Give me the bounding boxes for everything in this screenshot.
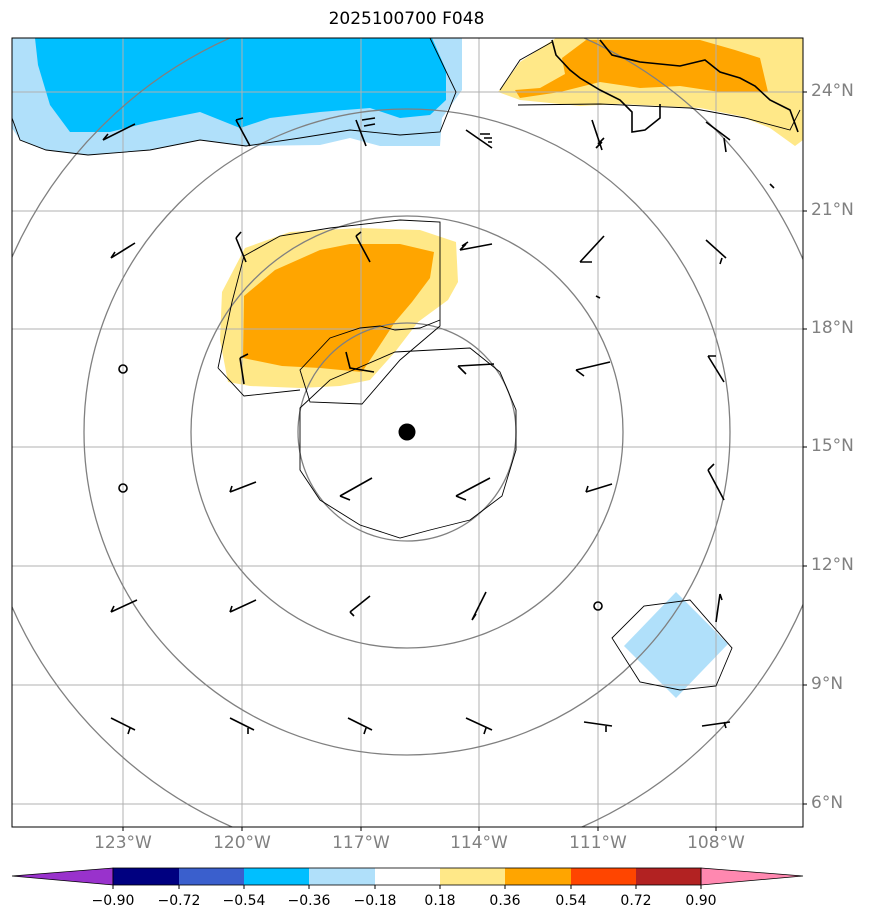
lat-label-6n: 6°N (811, 793, 844, 813)
lat-label-24n: 24°N (811, 81, 854, 101)
colorbar-tick-label: −0.90 (91, 893, 135, 909)
coastlines (551, 39, 799, 299)
map-title: 2025100700 F048 (328, 9, 485, 29)
colorbar-tick-label: −0.36 (287, 893, 331, 909)
calm-markers (118, 364, 603, 611)
storm-center-dot (398, 423, 416, 441)
colorbar-bin (179, 868, 244, 885)
wind-barbs (102, 117, 731, 735)
colorbar-tick-label: 0.36 (489, 893, 521, 909)
range-ring-2 (190, 215, 624, 649)
lon-label-120w: 120°W (213, 833, 271, 853)
mainland-coast (599, 39, 799, 133)
colorbar-bin (440, 868, 505, 885)
colorbar-tick-label: −0.18 (353, 893, 397, 909)
colorbar-tick-label: −0.54 (222, 893, 266, 909)
lon-label-108w: 108°W (687, 833, 745, 853)
lat-label-21n: 21°N (811, 200, 854, 220)
lon-label-123w: 123°W (94, 833, 152, 853)
contour-interior-1 (299, 347, 517, 539)
neg-anomaly-southeast (624, 592, 728, 698)
lon-label-111w: 111°W (569, 833, 627, 853)
colorbar (11, 867, 804, 889)
calm-marker (118, 483, 128, 493)
colorbar-bin (636, 868, 701, 885)
colorbar-bin (375, 868, 440, 885)
colorbar-bin (244, 868, 309, 885)
contour-northeast (499, 41, 801, 131)
colorbar-tick-label: 0.54 (555, 893, 587, 909)
lat-label-12n: 12°N (811, 555, 854, 575)
colorbar-bin (113, 868, 179, 885)
colorbar-bin (571, 868, 636, 885)
calm-marker (593, 601, 603, 611)
contour-southeast (611, 599, 733, 691)
calm-marker (118, 364, 128, 374)
lon-label-117w: 117°W (332, 833, 390, 853)
contour-center (217, 219, 441, 405)
contour-northwest (12, 38, 457, 156)
colorbar-over-arrow (700, 867, 804, 886)
colorbar-tick-label: 0.18 (424, 893, 456, 909)
gridlines (12, 38, 803, 827)
range-ring-3 (83, 108, 731, 756)
map-panel (12, 38, 803, 827)
colorbar-tick-label: −0.72 (157, 893, 201, 909)
lat-label-9n: 9°N (811, 674, 844, 694)
lat-label-18n: 18°N (811, 318, 854, 338)
islet-2 (595, 295, 601, 299)
baja-coast (551, 39, 661, 133)
neg-anomaly-northwest-inner (35, 38, 446, 132)
pos-anomaly-center-inner (243, 244, 434, 372)
colorbar-bin (309, 868, 375, 885)
lon-label-114w: 114°W (450, 833, 508, 853)
colorbar-under-arrow (11, 867, 114, 886)
colorbar-bin (505, 868, 571, 885)
map-frame (11, 37, 804, 828)
colorbar-tick-label: 0.90 (685, 893, 717, 909)
lat-label-15n: 15°N (811, 436, 854, 456)
contour-lines (12, 38, 801, 691)
colorbar-tick-label: 0.72 (620, 893, 652, 909)
axis-ticks (122, 91, 807, 831)
islet-1 (769, 183, 775, 189)
